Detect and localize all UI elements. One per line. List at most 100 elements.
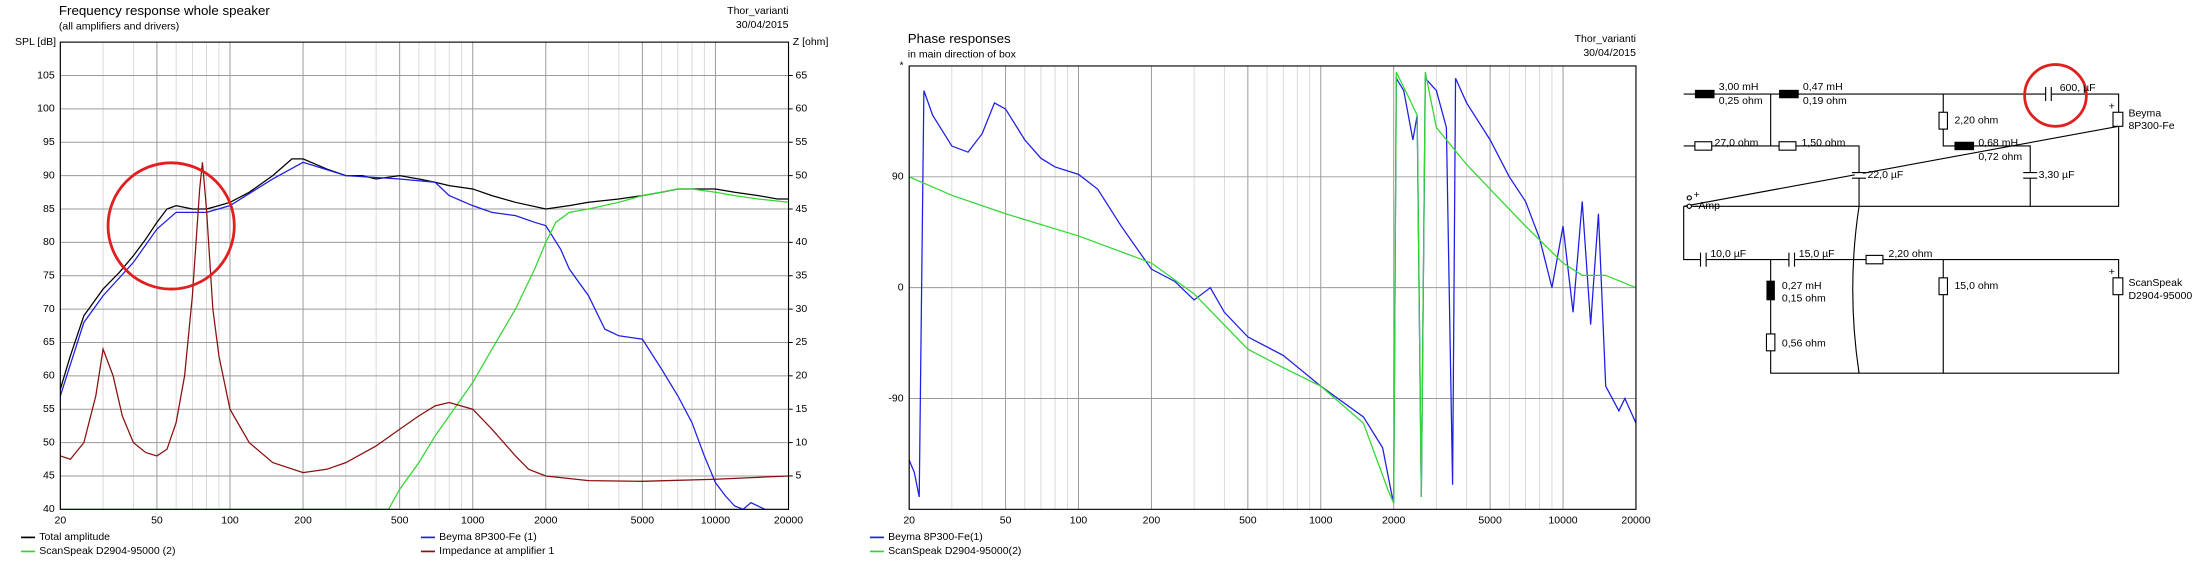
component-label: 15,0 µF [1799,248,1835,260]
terminal [1686,195,1692,201]
series-line [60,188,789,510]
chart: 20 50 100 200 500 1000 2000 5000 10000 20000 -90 0 9… [869,31,1651,557]
y-tick-label: 90 [43,169,55,181]
legend-label: Total amplitude [39,531,110,543]
component-label: 2,20 ohm [1889,248,1933,260]
component-label: 0,47 mH [1803,81,1843,93]
y2-tick-label: 40 [796,236,808,248]
component-label: 0,72 ohm [1978,151,2022,163]
speaker-label: ScanSpeak [2128,277,2183,289]
y-tick-label: 60 [43,370,55,382]
x-tick-label: 50 [1000,514,1012,526]
legend-label: Beyma 8P300-Fe(1) [888,531,983,543]
legend-label: ScanSpeak D2904-95000(2) [888,545,1021,557]
y-tick-label: 75 [43,270,55,282]
plot-frame [908,65,1637,510]
y-tick-label: 95 [43,136,55,148]
component-label: 600, µF [2060,82,2096,94]
inductor [1954,141,1975,151]
series-line [908,76,1637,504]
y2-axis-label: Z [ohm] [793,36,829,48]
x-tick-label: 2000 [534,514,558,526]
x-tick-label: 10000 [1548,514,1577,526]
speaker-label: D2904-95000 [2128,290,2192,302]
project-name: Thor_varianti [727,5,788,17]
y-tick-label: 50 [43,436,55,448]
legend-label: Beyma 8P300-Fe (1) [439,531,537,543]
resistor [1765,333,1776,352]
y-tick-label: -90 [888,392,903,404]
terminal-label: -Amp [1695,200,1720,212]
chart-date: 30/04/2015 [1583,47,1636,59]
resistor [1865,254,1884,265]
x-tick-label: 100 [1070,514,1088,526]
y-tick-label: 55 [43,403,55,415]
capacitor [1788,252,1796,267]
terminal-label: + [2109,100,2115,112]
x-tick-label: 500 [1239,514,1257,526]
wire [1683,94,1860,207]
x-tick-label: 500 [391,514,409,526]
speaker-label: Beyma [2128,107,2161,119]
y-tick-label: 100 [37,103,55,115]
component-label: 0,25 ohm [1719,95,1763,107]
y2-tick-label: 45 [796,203,808,215]
x-tick-label: 20 [903,514,915,526]
component-label: 15,0 ohm [1954,280,1998,292]
terminal-label: + [1693,189,1699,201]
component-label: 27,0 ohm [1715,137,1759,149]
component-label: 1,50 ohm [1802,137,1846,149]
x-tick-label: 20 [54,514,66,526]
x-tick-label: 200 [294,514,312,526]
y-tick-label: 65 [43,336,55,348]
highlight-circle [2023,63,2088,128]
chart-date: 30/04/2015 [736,19,789,31]
resistor [1778,141,1797,151]
y-tick-label: 70 [43,303,55,315]
capacitor [2023,172,2038,179]
y2-tick-label: 15 [796,403,808,415]
x-tick-label: 1000 [1309,514,1333,526]
y-tick-label: 45 [43,470,55,482]
capacitor [1852,172,1867,179]
inductor [1766,280,1775,301]
terminal-label: + [2109,266,2115,278]
y-tick-label: 80 [43,236,55,248]
component-label: 0,68 mH [1978,137,2018,149]
wire [1683,93,2120,207]
y2-tick-label: 5 [796,470,802,482]
series-line [908,71,1637,504]
y-tick-label: 90 [892,171,904,183]
highlight-circle [106,161,236,291]
inductor [1779,89,1799,99]
x-tick-label: 100 [221,514,239,526]
x-tick-label: 2000 [1382,514,1406,526]
component-label: 0,27 mH [1782,280,1822,292]
x-tick-label: 200 [1143,514,1161,526]
y2-tick-label: 50 [796,169,808,181]
component-label: 3,00 mH [1719,81,1759,93]
x-tick-label: 5000 [631,514,655,526]
project-name: Thor_varianti [1575,33,1636,45]
chart-title: Phase responses [908,31,1011,46]
component-label: 0,19 ohm [1803,95,1847,107]
resistor [1938,111,1949,130]
component-label: 22,0 µF [1867,169,1903,181]
series-line [59,161,766,511]
chart-title: Frequency response whole speaker [59,3,270,18]
y2-tick-label: 10 [796,436,808,448]
crossover-schematic: 3,00 mH 0,25 ohm 0,47 mH 0,19 ohm 2,20 o… [1683,63,2192,374]
plot-frame [59,41,790,510]
component-label: 0,56 ohm [1782,338,1826,350]
y2-tick-label: 25 [796,336,808,348]
x-tick-label: 5000 [1478,514,1502,526]
y-tick-label: 40 [43,503,55,515]
x-tick-label: 20000 [774,514,803,526]
resistor [1694,141,1713,151]
y2-tick-label: 20 [796,370,808,382]
component-label: 0,15 ohm [1782,293,1826,305]
resistor [1938,277,1949,296]
capacitor [1699,252,1707,267]
